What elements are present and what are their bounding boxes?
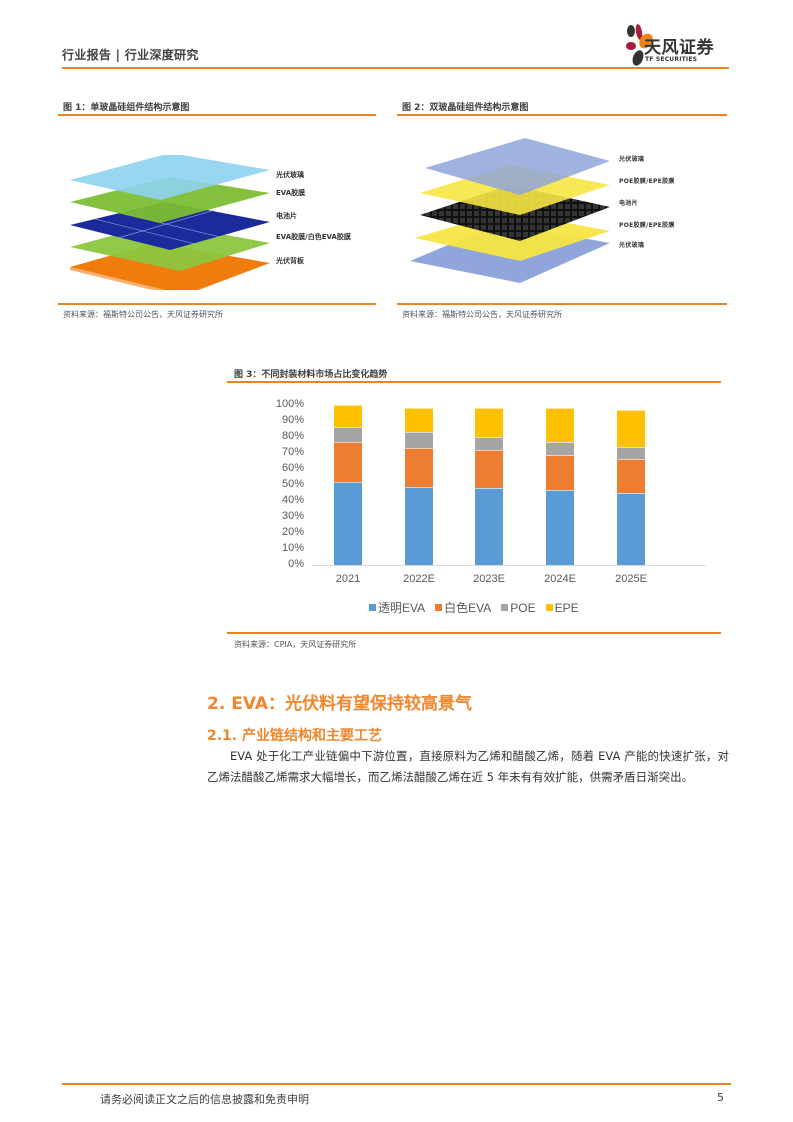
- tf-securities-logo-icon: [626, 24, 653, 66]
- bar-segment: [475, 408, 503, 438]
- layer-label: EVA胶膜: [276, 189, 306, 197]
- y-tick-label: 70%: [281, 446, 304, 458]
- legend-swatch-icon: [435, 604, 443, 611]
- bar-segment: [475, 488, 503, 565]
- y-tick-label: 30%: [281, 510, 304, 522]
- layer-label: 光伏玻璃: [619, 156, 645, 163]
- figure-1-title: 图 1：单玻晶硅组件结构示意图: [63, 103, 190, 113]
- y-tick-label: 40%: [281, 494, 304, 506]
- x-tick-label: 2022E: [403, 573, 435, 585]
- legend-item-epe: EPE: [545, 600, 579, 615]
- y-tick-label: 90%: [281, 414, 304, 426]
- bar-segment: [405, 486, 433, 565]
- bar-segment: [475, 437, 503, 450]
- x-axis-line: [312, 565, 706, 566]
- x-tick-label: 2024E: [544, 573, 576, 585]
- bar-segment: [617, 409, 645, 447]
- layer-label: 光伏背板: [276, 257, 304, 265]
- figure-2-top-divider: [397, 114, 727, 116]
- figure-3-title: 图 3：不同封装材料市场占比变化趋势: [234, 370, 388, 380]
- y-tick-label: 60%: [281, 462, 304, 474]
- x-tick-label: 2025E: [615, 573, 647, 585]
- bar-segment: [475, 449, 503, 489]
- y-tick-label: 100%: [275, 398, 304, 410]
- bar-segment: [405, 408, 433, 433]
- y-tick-label: 50%: [281, 478, 304, 490]
- bar-segment: [334, 405, 362, 428]
- body-paragraph: EVA 处于化工产业链偏中下游位置，直接原料为乙烯和醋酸乙烯，随着 EVA 产能…: [207, 749, 729, 784]
- single-glass-module-diagram: [70, 155, 270, 290]
- section-heading: 2. EVA：光伏料有望保持较高景气: [207, 694, 472, 714]
- layer-label: 电池片: [276, 212, 297, 220]
- layer-label: POE胶膜/EPE胶膜: [619, 178, 675, 185]
- bar-stack: [334, 405, 362, 565]
- bar-stack: [405, 405, 433, 565]
- bar-segment: [405, 448, 433, 487]
- legend-label: POE: [510, 600, 536, 615]
- logo-text-cn: 天风证券: [644, 38, 714, 58]
- chart-legend: 透明EVA 白色EVA POE EPE: [369, 599, 579, 616]
- layer-label: EVA胶膜/白色EVA胶膜: [276, 233, 351, 241]
- bar-segment: [334, 481, 362, 565]
- bar-segment: [617, 446, 645, 460]
- legend-swatch-icon: [545, 604, 553, 611]
- subsection-heading: 2.1. 产业链结构和主要工艺: [207, 728, 382, 744]
- page-number: 5: [717, 1091, 724, 1104]
- legend-item-poe: POE: [501, 600, 536, 615]
- legend-swatch-icon: [369, 604, 376, 611]
- bar-segment: [546, 489, 574, 565]
- legend-item-transparent-eva: 透明EVA: [369, 599, 425, 616]
- figure-1-top-divider: [58, 114, 376, 116]
- layer-label: POE胶膜/EPE胶膜: [619, 222, 675, 229]
- x-tick-label: 2021: [335, 573, 361, 585]
- double-glass-module-diagram: [410, 138, 610, 283]
- legend-label: EPE: [554, 600, 579, 615]
- bar-segment: [546, 441, 574, 455]
- figure-3-bottom-divider: [227, 632, 721, 634]
- x-tick-label: 2023E: [473, 573, 505, 585]
- footer-disclaimer: 请务必阅读正文之后的信息披露和免责申明: [100, 1093, 309, 1106]
- layer-label: 光伏玻璃: [619, 242, 645, 249]
- figure-3-source: 资料来源：CPIA，天风证券研究所: [234, 640, 357, 649]
- figure-1-source: 资料来源：福斯特公司公告，天风证券研究所: [63, 310, 223, 319]
- figure-2-source: 资料来源：福斯特公司公告，天风证券研究所: [402, 310, 562, 319]
- layer-label: 光伏玻璃: [276, 171, 304, 179]
- legend-label: 透明EVA: [378, 601, 426, 615]
- logo-text-en: TF SECURITIES: [645, 56, 698, 63]
- bar-segment: [546, 408, 574, 442]
- report-category: 行业报告 | 行业深度研究: [62, 48, 199, 62]
- bar-stack: [475, 405, 503, 565]
- bar-stack: [617, 405, 645, 565]
- bar-segment: [405, 432, 433, 449]
- layer-label: 电池片: [619, 200, 638, 207]
- bar-segment: [617, 459, 645, 493]
- y-tick-label: 80%: [281, 430, 304, 442]
- legend-item-white-eva: 白色EVA: [435, 599, 491, 616]
- figure-1-bottom-divider: [58, 303, 376, 305]
- legend-swatch-icon: [501, 604, 509, 611]
- figure-3-top-divider: [227, 381, 721, 383]
- figure-2-title: 图 2：双玻晶硅组件结构示意图: [402, 103, 529, 113]
- legend-label: 白色EVA: [444, 601, 492, 615]
- y-tick-label: 10%: [281, 542, 304, 554]
- bar-segment: [334, 441, 362, 482]
- y-tick-label: 0%: [288, 558, 304, 570]
- figure-2-bottom-divider: [397, 303, 727, 305]
- bar-stack: [546, 405, 574, 565]
- y-tick-label: 20%: [281, 526, 304, 538]
- footer-divider: [62, 1083, 731, 1085]
- bar-segment: [617, 493, 645, 565]
- bar-segment: [334, 427, 362, 442]
- header-divider: [62, 67, 729, 69]
- bar-segment: [546, 454, 574, 490]
